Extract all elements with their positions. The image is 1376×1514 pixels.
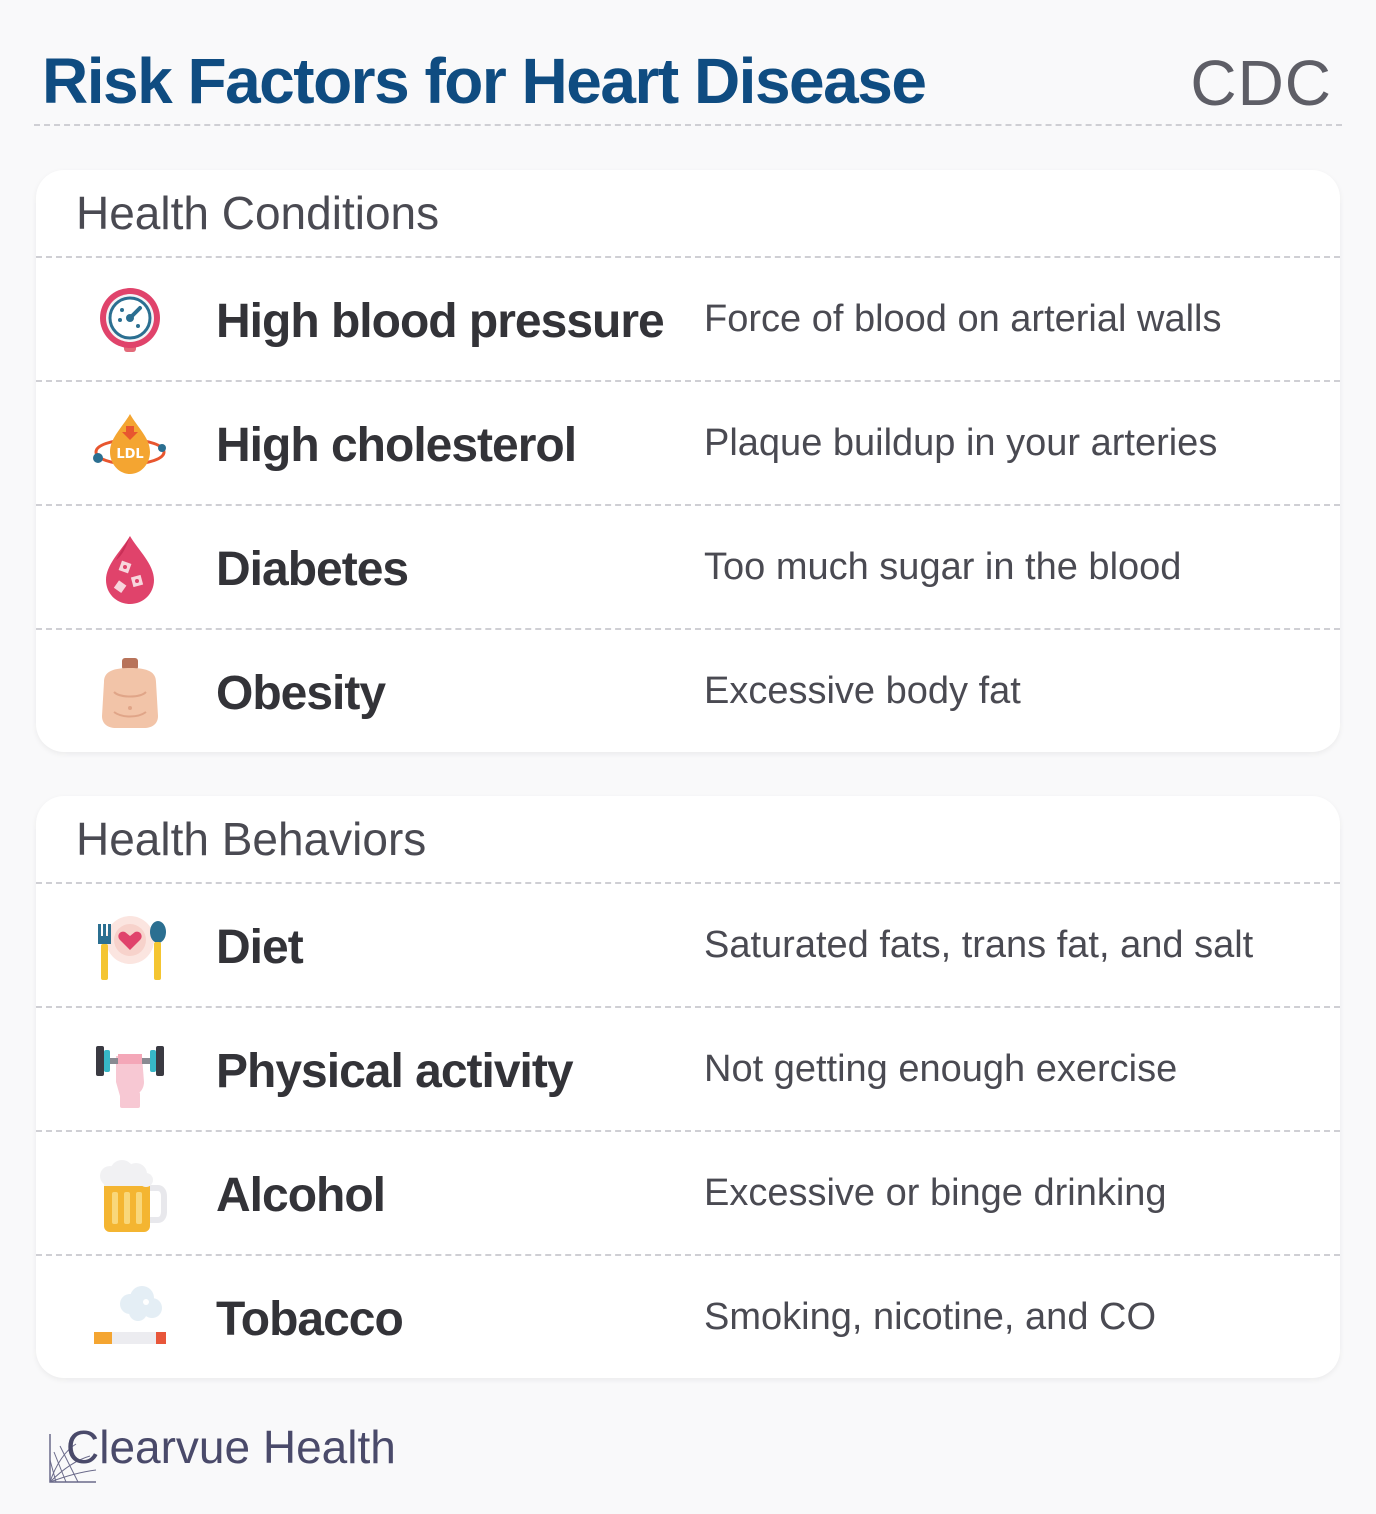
factor-description: Not getting enough exercise [704,1048,1178,1090]
card-title: Health Behaviors [36,796,1340,884]
list-item: Physical activity Not getting enough exe… [36,1008,1340,1132]
source-label: CDC [1190,47,1332,119]
blood-pressure-gauge-icon [92,284,168,360]
blood-drop-sugar-icon [92,532,168,608]
list-item: LDL High cholesterol Plaque buildup in y… [36,382,1340,506]
list-item: Diabetes Too much sugar in the blood [36,506,1340,630]
ldl-cholesterol-drop-icon: LDL [92,408,168,484]
factor-description: Smoking, nicotine, and CO [704,1296,1157,1338]
cigarette-smoke-icon [92,1282,168,1358]
factor-label: Tobacco [216,1293,404,1346]
list-item: High blood pressure Force of blood on ar… [36,258,1340,382]
factor-label: Alcohol [216,1169,386,1222]
svg-text:LDL: LDL [116,447,143,462]
plate-fork-spoon-icon [92,910,168,986]
list-item: Diet Saturated fats, trans fat, and salt [36,884,1340,1008]
brand-name: Clearvue Health [66,1421,396,1473]
card-title: Health Conditions [36,170,1340,258]
health-conditions-card: Health Conditions High blood pressure Fo… [36,170,1340,752]
dumbbell-hand-icon [92,1034,168,1110]
factor-label: Physical activity [216,1045,574,1098]
factor-description: Too much sugar in the blood [704,546,1182,588]
factor-label: High cholesterol [216,419,577,472]
factor-description: Force of blood on arterial walls [704,298,1222,340]
brand-logo-icon [49,1434,97,1483]
obese-body-icon [92,656,168,732]
factor-description: Excessive body fat [704,670,1021,712]
header: Risk Factors for Heart Disease CDC [34,40,1342,126]
page-title: Risk Factors for Heart Disease [42,45,927,117]
list-item: Tobacco Smoking, nicotine, and CO [36,1256,1340,1378]
factor-description: Plaque buildup in your arteries [704,422,1218,464]
factor-label: Diet [216,921,304,974]
beer-mug-icon [92,1158,168,1234]
factor-label: Obesity [216,667,386,720]
factor-label: High blood pressure [216,295,665,348]
factor-label: Diabetes [216,543,409,596]
footer-brand: Clearvue Health [46,1420,466,1484]
list-item: Obesity Excessive body fat [36,630,1340,752]
factor-description: Excessive or binge drinking [704,1172,1167,1214]
list-item: Alcohol Excessive or binge drinking [36,1132,1340,1256]
factor-description: Saturated fats, trans fat, and salt [704,924,1254,966]
health-behaviors-card: Health Behaviors Diet Saturated fats, tr [36,796,1340,1378]
